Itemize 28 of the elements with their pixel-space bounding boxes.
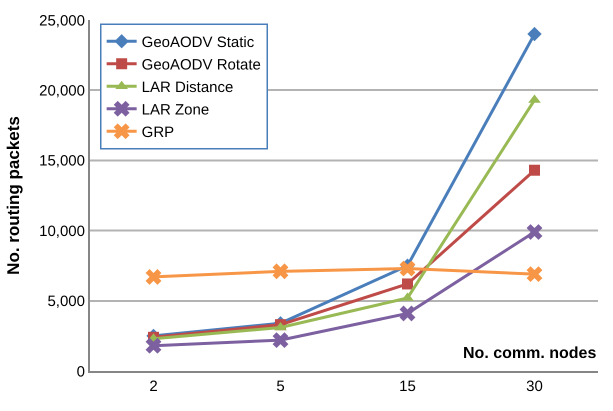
legend-label: GRP [142, 124, 174, 142]
x-axis-title: No. comm. nodes [463, 345, 596, 362]
point [272, 332, 288, 348]
legend-label: LAR Distance [142, 79, 234, 96]
point [526, 224, 542, 240]
legend-label: LAR Zone [142, 102, 210, 119]
point [527, 26, 542, 42]
y-tick-label: 0 [76, 363, 85, 380]
legend-label: GeoAODV Static [142, 34, 255, 52]
point [400, 306, 416, 322]
x-tick-label: 30 [526, 378, 543, 395]
point [529, 164, 540, 176]
point [400, 260, 416, 276]
y-tick-label: 5,000 [47, 293, 85, 310]
y-tick-label: 15,000 [39, 152, 85, 170]
x-tick-label: 5 [276, 378, 285, 395]
x-tick-label: 15 [399, 378, 416, 395]
y-tick-label: 10,000 [39, 222, 85, 240]
point [272, 263, 288, 280]
y-axis-title: No. routing packets [4, 116, 24, 275]
legend-label: GeoAODV Rotate [142, 56, 261, 74]
point [146, 269, 162, 285]
point [146, 338, 162, 354]
point [402, 278, 413, 290]
point [526, 266, 542, 282]
y-tick-label: 25,000 [39, 12, 85, 30]
x-tick-label: 2 [149, 378, 158, 395]
y-tick-label: 20,000 [39, 82, 85, 100]
